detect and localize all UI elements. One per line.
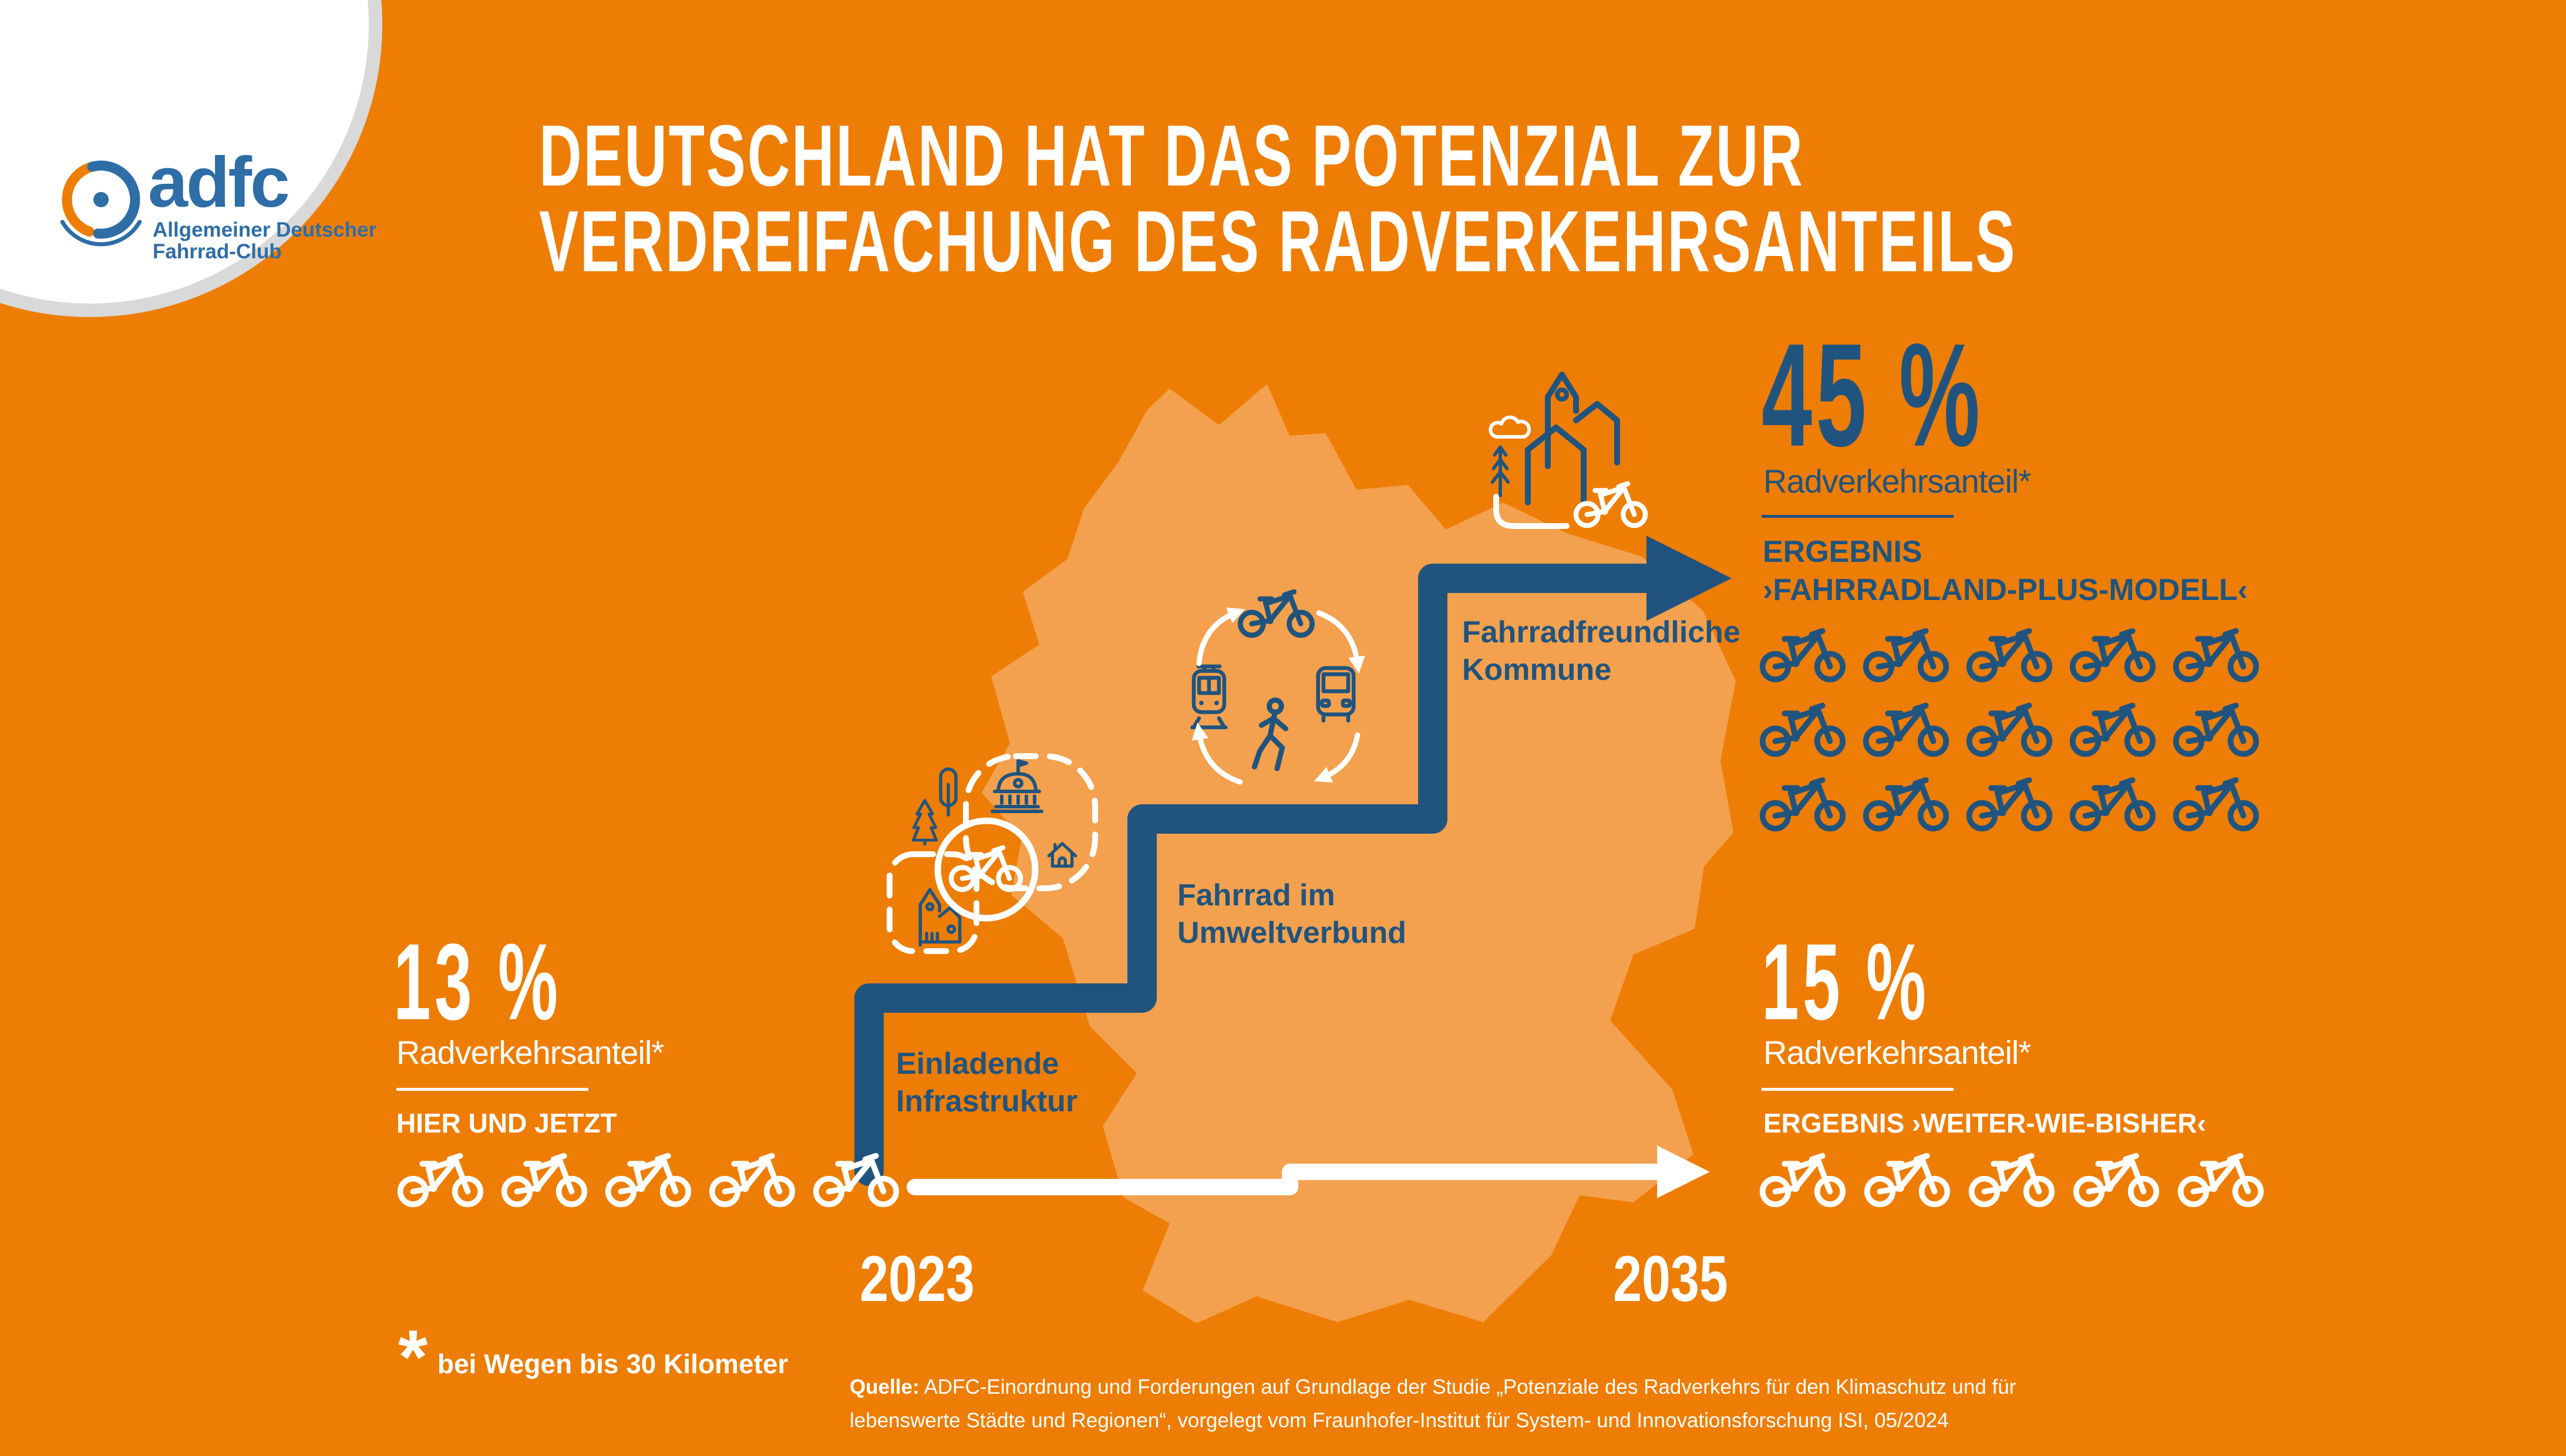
germany-map	[982, 384, 1736, 1323]
step1-label: Einladende Infrastruktur	[896, 1047, 1078, 1118]
footnote-text: bei Wegen bis 30 Kilometer	[437, 1349, 789, 1379]
bicycle-icon	[504, 1156, 585, 1205]
source-label: Quelle:	[850, 1376, 920, 1398]
bicycle-icon	[2176, 631, 2257, 680]
bicycle-icon	[608, 1156, 689, 1205]
bicycle-icon	[2181, 1156, 2261, 1205]
bike-pictogram-grid-plus	[1763, 631, 2257, 829]
adfc-wheel-icon	[60, 160, 142, 247]
fir-growth-icon	[1493, 447, 1508, 496]
bicycle-icon	[1972, 1156, 2052, 1205]
church-icon	[920, 889, 959, 945]
logo-wordmark: adfc	[148, 142, 290, 222]
bike-pictogram-row-bau	[1763, 1156, 2261, 1205]
divider	[1762, 515, 1954, 518]
page-title-line1: DEUTSCHLAND HAT DAS POTENZIAL ZUR	[539, 107, 1804, 204]
path-icon	[1493, 494, 1570, 529]
source-line1: Quelle: ADFC-Einordnung und Forderungen …	[850, 1376, 2016, 1398]
timeline-arrow	[907, 1145, 1710, 1198]
source-line2: lebenswerte Städte und Regionen“, vorgel…	[850, 1409, 1949, 1432]
pine-tree-icon	[913, 800, 936, 844]
stat-bau-value: 15 %	[1762, 922, 1930, 1043]
bicycle-icon	[2073, 780, 2153, 829]
stat-current-sublabel: HIER UND JETZT	[396, 1108, 617, 1138]
bicycle-icon	[2076, 1156, 2157, 1205]
bicycle-circle-icon	[934, 817, 1039, 922]
bicycle-icon	[1763, 631, 1843, 680]
stat-plus-sublabel-1: ERGEBNIS	[1763, 535, 1922, 569]
town-buildings-icon	[1525, 372, 1620, 505]
timeline-end-year: 2035	[1613, 1243, 1728, 1315]
step2-label: Fahrrad im Umweltverbund	[1177, 878, 1407, 950]
stat-bau-label: Radverkehrsanteil*	[1763, 1034, 2031, 1071]
page-title-line2: VERDREIFACHUNG DES RADVERKEHRSANTEILS	[539, 193, 2017, 290]
bicycle-icon	[1763, 1156, 1843, 1205]
bicycle-icon	[2176, 706, 2257, 754]
bicycle-icon	[1867, 1156, 1948, 1205]
bicycle-icon	[1866, 780, 1947, 829]
bicycle-icon	[400, 1156, 481, 1205]
stat-current-label: Radverkehrsanteil*	[396, 1034, 664, 1071]
timeline-start-year: 2023	[860, 1243, 975, 1315]
bicycle-icon	[2073, 631, 2153, 680]
stat-plus-label: Radverkehrsanteil*	[1763, 463, 2031, 500]
bicycle-icon	[1969, 780, 2050, 829]
logo-disc	[0, 0, 382, 317]
logo-subline-1: Allgemeiner Deutscher	[153, 218, 377, 241]
footnote-asterisk: *	[398, 1314, 428, 1400]
bicycle-icon	[712, 1156, 793, 1205]
divider	[1762, 1088, 1954, 1091]
cloud-icon	[1490, 417, 1529, 437]
dashed-zone-icon	[887, 851, 979, 954]
bicycle-icon	[1969, 631, 2050, 680]
stat-current-value: 13 %	[393, 922, 562, 1043]
bicycle-icon	[1969, 706, 2050, 754]
step3-label: Fahrradfreundliche Kommune	[1462, 615, 1740, 687]
poplar-tree-icon	[941, 769, 956, 815]
cycle-arrows-icon	[1191, 607, 1365, 785]
bike-pictogram-row-current	[400, 1156, 897, 1205]
bicycle-icon	[1866, 631, 1947, 680]
stat-plus-value: 45 %	[1762, 313, 1984, 477]
bicycle-icon	[1763, 780, 1843, 829]
bicycle-icon	[1866, 706, 1947, 754]
source-note: Quelle: ADFC-Einordnung und Forderungen …	[850, 1370, 2016, 1437]
divider	[396, 1088, 588, 1091]
stat-bau-sublabel: ERGEBNIS ›WEITER-WIE-BISHER‹	[1763, 1108, 2206, 1138]
bicycle-icon	[2176, 780, 2257, 829]
bicycle-icon	[1763, 706, 1843, 754]
stat-plus-sublabel-2: ›FAHRRADLAND-PLUS-MODELL‹	[1763, 573, 2248, 607]
staircase-arrow	[854, 535, 1732, 1186]
logo-subline-2: Fahrrad-Club	[153, 240, 282, 263]
bicycle-icon	[2073, 706, 2153, 754]
bicycle-icon	[816, 1156, 897, 1205]
step2-icons	[1191, 592, 1365, 785]
step3-icons	[1490, 372, 1645, 529]
step1-icons	[887, 753, 1098, 954]
logo-ring	[0, 0, 382, 317]
